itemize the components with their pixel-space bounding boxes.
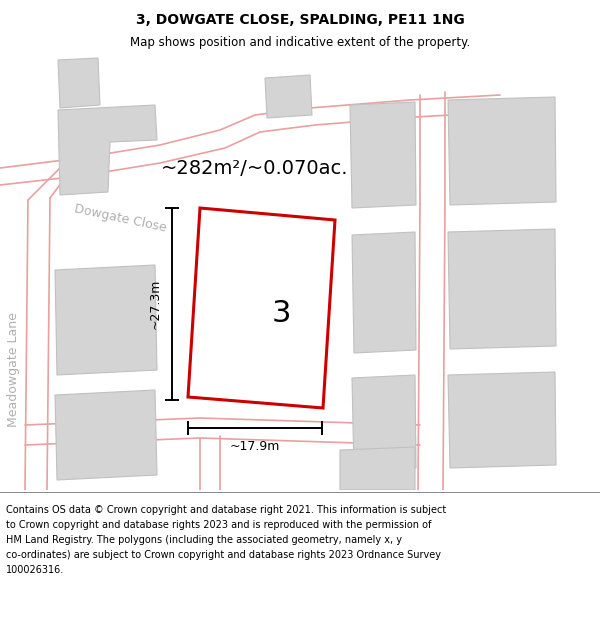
Polygon shape — [55, 265, 157, 375]
Polygon shape — [350, 102, 416, 208]
Text: ~282m²/~0.070ac.: ~282m²/~0.070ac. — [161, 159, 349, 177]
Polygon shape — [352, 232, 416, 353]
Text: Dowgate Close: Dowgate Close — [73, 202, 167, 234]
Text: 100026316.: 100026316. — [6, 565, 64, 575]
Polygon shape — [55, 390, 157, 480]
Polygon shape — [352, 375, 416, 471]
Polygon shape — [448, 372, 556, 468]
Polygon shape — [448, 97, 556, 205]
Text: 3, DOWGATE CLOSE, SPALDING, PE11 1NG: 3, DOWGATE CLOSE, SPALDING, PE11 1NG — [136, 12, 464, 26]
Text: Contains OS data © Crown copyright and database right 2021. This information is : Contains OS data © Crown copyright and d… — [6, 505, 446, 515]
Text: co-ordinates) are subject to Crown copyright and database rights 2023 Ordnance S: co-ordinates) are subject to Crown copyr… — [6, 550, 441, 560]
Text: Meadowgate Lane: Meadowgate Lane — [7, 312, 20, 428]
Text: HM Land Registry. The polygons (including the associated geometry, namely x, y: HM Land Registry. The polygons (includin… — [6, 535, 402, 545]
Polygon shape — [340, 447, 415, 490]
Text: ~27.3m: ~27.3m — [149, 279, 162, 329]
Text: 3: 3 — [272, 299, 291, 328]
Polygon shape — [203, 233, 322, 383]
Polygon shape — [265, 75, 312, 118]
Polygon shape — [58, 105, 157, 195]
Polygon shape — [58, 58, 100, 108]
Text: Map shows position and indicative extent of the property.: Map shows position and indicative extent… — [130, 36, 470, 49]
Polygon shape — [188, 208, 335, 408]
Text: to Crown copyright and database rights 2023 and is reproduced with the permissio: to Crown copyright and database rights 2… — [6, 520, 431, 530]
Polygon shape — [448, 229, 556, 349]
Text: ~17.9m: ~17.9m — [230, 440, 280, 453]
